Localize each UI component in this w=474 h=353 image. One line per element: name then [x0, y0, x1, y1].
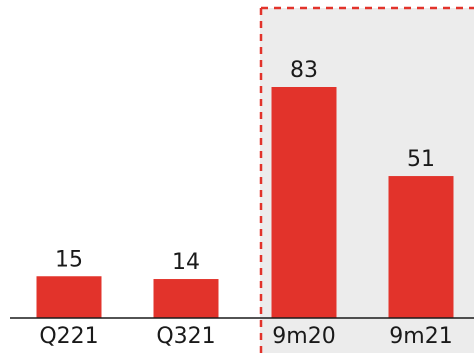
bar-q321 — [153, 279, 219, 318]
data-label-9m20: 83 — [290, 58, 318, 83]
data-label-q321: 14 — [172, 250, 200, 275]
x-tick-label-9m20: 9m20 — [272, 324, 335, 349]
bar-9m20 — [271, 87, 337, 318]
x-tick-label-9m21: 9m21 — [389, 324, 452, 349]
x-tick-label-q221: Q221 — [39, 324, 98, 349]
data-label-9m21: 51 — [407, 147, 435, 172]
bar-9m21 — [388, 176, 454, 318]
data-label-q221: 15 — [55, 247, 83, 272]
bar-q221 — [36, 276, 102, 318]
labels-layer: 15 Q221 14 Q321 83 9m20 51 9m21 — [39, 58, 452, 349]
x-tick-label-q321: Q321 — [156, 324, 215, 349]
bars-layer — [36, 87, 454, 318]
